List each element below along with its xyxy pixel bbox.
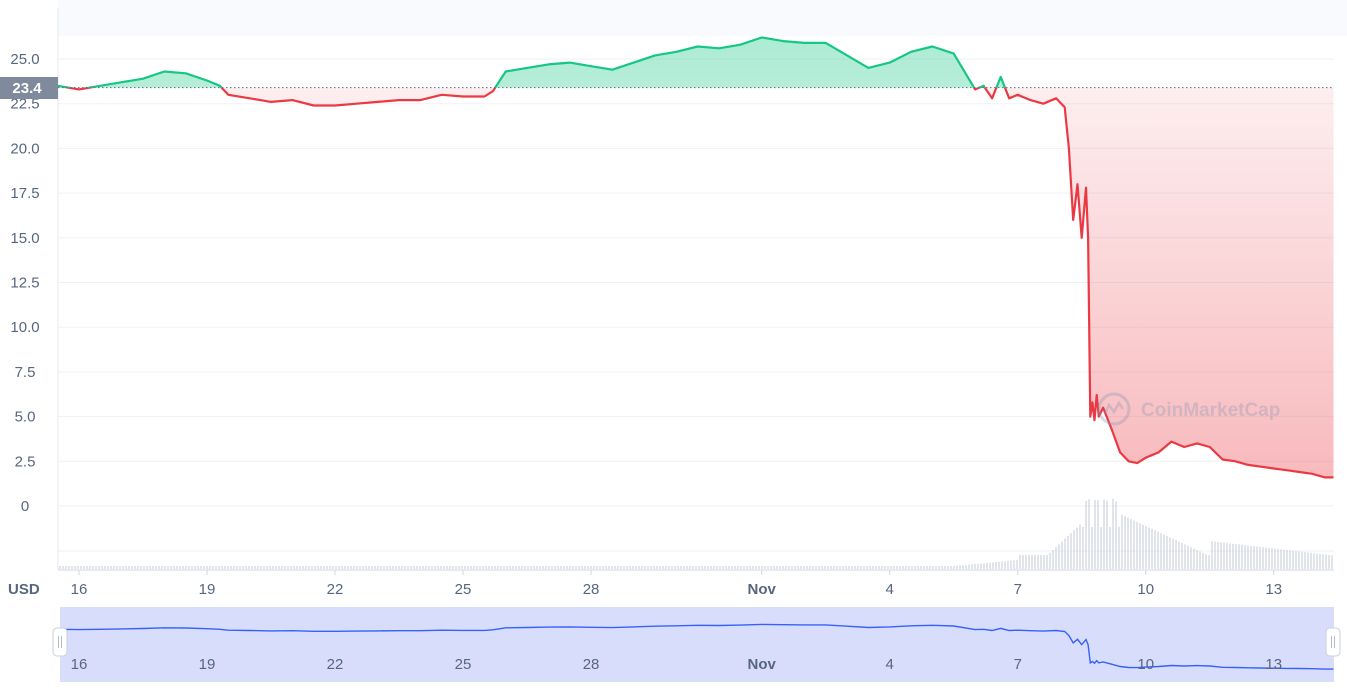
navigator-right-handle[interactable] bbox=[1325, 627, 1341, 657]
x-axis: 16 19 22 25 28 Nov 4 7 10 13 bbox=[71, 570, 1282, 598]
y-axis: 0 2.5 5.0 7.5 10.0 12.5 15.0 17.5 20.0 22.5 25.0 bbox=[10, 51, 39, 515]
price-line-down bbox=[61, 87, 1334, 479]
navigator-tick-label: 7 bbox=[1014, 656, 1022, 673]
volume-bars bbox=[59, 498, 1333, 569]
navigator-tick-label: 22 bbox=[327, 656, 344, 673]
x-tick-label: 7 bbox=[1014, 581, 1022, 598]
coinmarketcap-logo-icon bbox=[1097, 392, 1131, 426]
x-tick-label: 16 bbox=[71, 581, 88, 598]
navigator-tick-label: Nov bbox=[748, 656, 777, 673]
y-tick-label: 17.5 bbox=[10, 185, 39, 202]
x-tick-label: 13 bbox=[1265, 581, 1282, 598]
x-tick-label: 19 bbox=[199, 581, 216, 598]
navigator-line bbox=[57, 623, 1334, 670]
navigator-tick-label: 10 bbox=[1137, 656, 1154, 673]
price-badge: 23.4 bbox=[0, 77, 58, 99]
price-badge-text: 23.4 bbox=[12, 80, 42, 97]
unit-label: USD bbox=[8, 581, 40, 598]
y-tick-label: 0 bbox=[21, 498, 29, 515]
range-navigator[interactable]: 16 19 22 25 28 Nov 4 7 10 13 bbox=[52, 607, 1341, 682]
y-tick-label: 12.5 bbox=[10, 275, 39, 292]
y-tick-label: 15.0 bbox=[10, 230, 39, 247]
navigator-price-line bbox=[57, 623, 1334, 670]
navigator-axis: 16 19 22 25 28 Nov 4 7 10 13 bbox=[71, 656, 1282, 673]
x-tick-label: 22 bbox=[327, 581, 344, 598]
price-line-up bbox=[57, 36, 1007, 88]
x-tick-label: 28 bbox=[583, 581, 600, 598]
navigator-tick-label: 25 bbox=[455, 656, 472, 673]
x-tick-label: Nov bbox=[748, 581, 777, 598]
x-tick-label: 4 bbox=[886, 581, 894, 598]
navigator-tick-label: 28 bbox=[583, 656, 600, 673]
navigator-tick-label: 4 bbox=[886, 656, 894, 673]
y-tick-label: 25.0 bbox=[10, 51, 39, 68]
y-tick-label: 2.5 bbox=[15, 453, 36, 470]
watermark-text: CoinMarketCap bbox=[1141, 400, 1280, 421]
y-tick-label: 22.5 bbox=[10, 96, 39, 113]
x-tick-label: 25 bbox=[455, 581, 472, 598]
y-tick-label: 20.0 bbox=[10, 140, 39, 157]
navigator-range[interactable] bbox=[60, 607, 1334, 682]
navigator-tick-label: 19 bbox=[199, 656, 216, 673]
area-above-reference bbox=[57, 37, 1334, 88]
navigator-tick-label: 13 bbox=[1265, 656, 1282, 673]
navigator-tick-label: 16 bbox=[71, 656, 88, 673]
y-tick-label: 10.0 bbox=[10, 319, 39, 336]
price-area bbox=[57, 37, 1334, 478]
y-tick-label: 7.5 bbox=[15, 364, 36, 381]
x-tick-label: 10 bbox=[1137, 581, 1154, 598]
price-line bbox=[57, 36, 1334, 479]
y-tick-label: 5.0 bbox=[15, 409, 36, 426]
area-below-reference bbox=[68, 87, 1334, 478]
watermark: CoinMarketCap bbox=[1097, 392, 1280, 426]
navigator-left-handle[interactable] bbox=[52, 627, 68, 657]
